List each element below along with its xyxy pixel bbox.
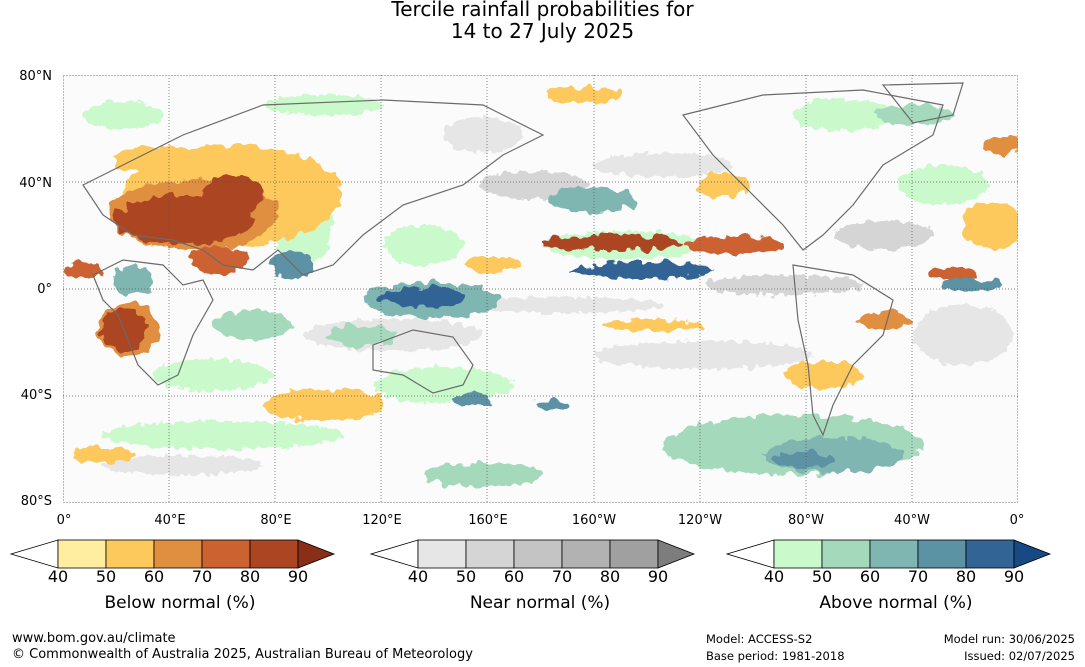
lat-label-equator: 0° [37, 282, 52, 297]
colorbar-tick-label: 60 [143, 567, 165, 586]
lat-label-80n: 80°N [19, 69, 52, 84]
graticule [63, 75, 1018, 503]
colorbar-segment [57, 539, 107, 569]
website-link[interactable]: www.bom.gov.au/climate [12, 631, 176, 646]
colorbar-segment [965, 539, 1015, 569]
above-normal-field [113, 105, 1003, 487]
colorbar-segment [917, 539, 967, 569]
lon-label-40e: 40°E [154, 513, 186, 528]
map-canvas [63, 75, 1018, 503]
colorbar-tick-label: 90 [1003, 567, 1025, 586]
lon-label-80e: 80°E [260, 513, 292, 528]
colorbar-low-triangle [10, 539, 59, 569]
colorbar-segment [773, 539, 823, 569]
lat-label-40s: 40°S [20, 388, 52, 403]
colorbar-tick-label: 70 [191, 567, 213, 586]
colorbar-segment [105, 539, 155, 569]
lon-label-160e: 160°E [468, 513, 508, 528]
model-name: Model: ACCESS-S2 [706, 632, 813, 646]
colorbar-tick-label: 80 [955, 567, 977, 586]
base-period: Base period: 1981-2018 [706, 649, 845, 663]
below-normal-colorbar [10, 539, 336, 569]
coastlines [82, 82, 964, 437]
colorbar-segment [153, 539, 203, 569]
lat-label-40n: 40°N [19, 176, 52, 191]
colorbar-tick-label: 90 [287, 567, 309, 586]
colorbar-low-triangle [726, 539, 775, 569]
lon-label-120w: 120°W [677, 513, 723, 528]
model-run-date: Model run: 30/06/2025 [943, 632, 1075, 646]
colorbar-segment [869, 539, 919, 569]
lat-label-80s: 80°S [20, 494, 52, 509]
near-normal-colorbar [370, 539, 696, 569]
map-title-line2: 14 to 27 July 2025 [450, 19, 635, 43]
colorbar-tick-label: 50 [811, 567, 833, 586]
lon-label-0-right: 0° [1009, 513, 1025, 528]
near-normal-label: Near normal (%) [469, 593, 611, 613]
copyright-text: © Commonwealth of Australia 2025, Austra… [12, 647, 473, 662]
lon-label-120e: 120°E [362, 513, 402, 528]
colorbar-tick-label: 40 [763, 567, 785, 586]
lon-label-0: 0° [56, 513, 72, 528]
rainfall-probability-map [63, 75, 1018, 503]
colorbar-segment [201, 539, 251, 569]
colorbar-tick-label: 90 [647, 567, 669, 586]
colorbar-tick-label: 80 [239, 567, 261, 586]
colorbar-segment [465, 539, 515, 569]
colorbar-tick-label: 50 [455, 567, 477, 586]
colorbar-tick-label: 70 [907, 567, 929, 586]
colorbar-tick-label: 60 [859, 567, 881, 586]
lon-label-80w: 80°W [788, 513, 824, 528]
background-field [83, 95, 1013, 475]
above-normal-label: Above normal (%) [819, 593, 973, 613]
lon-label-40w: 40°W [894, 513, 930, 528]
colorbar-tick-label: 50 [95, 567, 117, 586]
colorbar-tick-label: 70 [551, 567, 573, 586]
colorbar-segment [561, 539, 611, 569]
below-normal-field [63, 87, 1018, 463]
colorbar-high-triangle [1013, 539, 1052, 569]
colorbar-segment [513, 539, 563, 569]
colorbar-tick-label: 40 [47, 567, 69, 586]
above-normal-colorbar [726, 539, 1052, 569]
colorbar-tick-label: 60 [503, 567, 525, 586]
lon-label-160w: 160°W [571, 513, 617, 528]
colorbar-tick-label: 40 [407, 567, 429, 586]
colorbar-segment [249, 539, 299, 569]
colorbar-high-triangle [657, 539, 696, 569]
colorbar-segment [609, 539, 659, 569]
issued-date: Issued: 02/07/2025 [964, 649, 1075, 663]
colorbar-segment [417, 539, 467, 569]
colorbar-segment [821, 539, 871, 569]
colorbar-low-triangle [370, 539, 419, 569]
map-title-line1: Tercile rainfall probabilities for [391, 0, 694, 21]
colorbar-high-triangle [297, 539, 336, 569]
below-normal-label: Below normal (%) [104, 593, 256, 613]
colorbar-tick-label: 80 [599, 567, 621, 586]
